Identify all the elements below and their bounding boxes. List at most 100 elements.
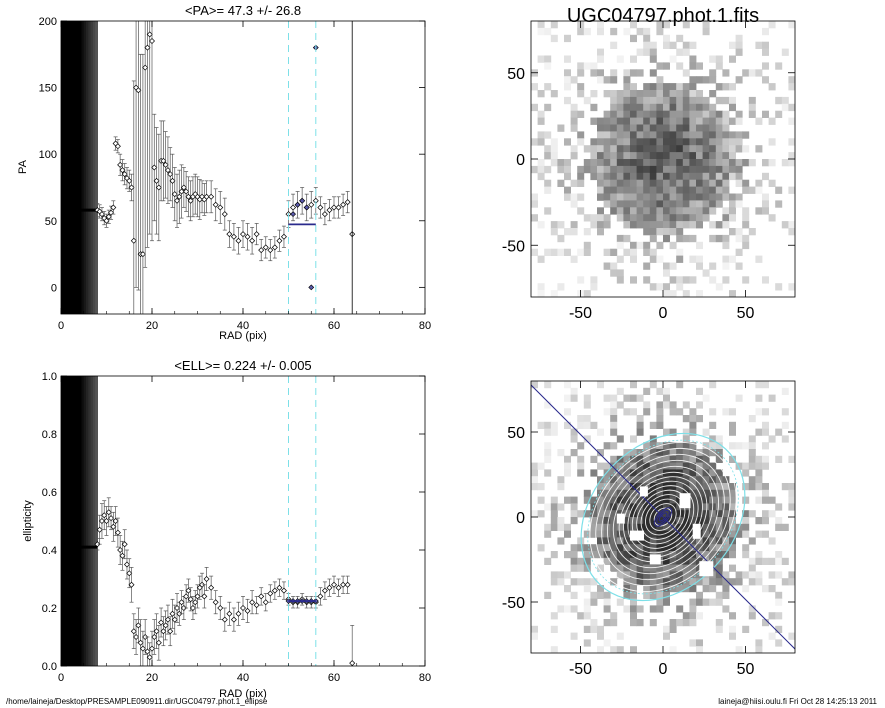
image-pixel <box>722 234 730 243</box>
image-pixel <box>656 83 664 91</box>
pa-data-point <box>271 244 278 251</box>
image-pixel <box>709 179 717 187</box>
image-pixel <box>597 76 604 84</box>
image-pixel <box>643 476 651 484</box>
image-pixel <box>597 489 604 497</box>
image-pixel <box>656 415 664 423</box>
image-pixel <box>669 41 677 49</box>
image-pixel <box>715 510 723 518</box>
image-pixel <box>768 159 776 167</box>
ell-data-point <box>280 587 287 594</box>
image-pixel <box>676 103 684 112</box>
pa-core-band <box>83 21 87 314</box>
image-pixel <box>676 255 684 263</box>
image-pixel <box>682 442 690 450</box>
image-pixel <box>537 90 545 98</box>
image-pixel <box>669 262 677 270</box>
image-pixel <box>656 214 664 222</box>
image-pixel <box>557 124 565 132</box>
image-pixel <box>689 428 697 436</box>
image-pixel <box>597 381 604 389</box>
image-pixel <box>616 401 624 409</box>
image-pixel <box>702 152 710 160</box>
image-pixel <box>722 489 730 497</box>
image-pixel <box>630 117 637 125</box>
image-pixel <box>682 523 690 531</box>
ell-data-point <box>98 518 105 524</box>
ell-data-point <box>244 607 251 614</box>
image-pixel <box>623 145 631 153</box>
image-pixel <box>590 172 598 181</box>
image-pixel <box>590 103 598 112</box>
image-pixel <box>603 551 611 559</box>
image-pixel <box>564 186 571 194</box>
image-pixel <box>663 632 670 640</box>
image-pixel <box>715 131 723 139</box>
image-pixel <box>656 585 664 593</box>
pa-data-point <box>203 193 210 200</box>
image-pixel <box>590 421 598 429</box>
image-pixel <box>762 462 769 470</box>
image-pixel <box>762 455 769 463</box>
image-pixel <box>623 27 631 36</box>
image-pixel <box>696 165 703 174</box>
image-pixel <box>715 234 723 243</box>
image-pixel <box>762 442 769 450</box>
image-pixel <box>788 159 795 167</box>
image-pixel <box>775 503 783 511</box>
image-pixel <box>755 428 763 436</box>
pa-data-point <box>174 197 181 204</box>
image-pixel <box>663 186 670 194</box>
image-pixel <box>610 69 618 77</box>
image-pixel <box>636 48 644 56</box>
image-pixel <box>669 214 677 222</box>
img1-ytick-label: -50 <box>502 238 525 255</box>
image-pixel <box>583 228 591 236</box>
image-pixel <box>702 27 710 36</box>
image-pixel <box>590 544 598 552</box>
image-pixel <box>630 21 637 29</box>
image-pixel <box>623 530 631 538</box>
image-pixel <box>531 200 538 208</box>
image-pixel <box>696 179 703 187</box>
image-pixel <box>735 131 743 139</box>
image-pixel <box>583 62 591 70</box>
image-pixel <box>709 124 717 132</box>
image-pixel <box>676 83 684 91</box>
image-pixel <box>630 186 637 194</box>
ell-data-point <box>153 628 160 635</box>
image-pixel <box>696 449 703 457</box>
image-pixel <box>643 138 651 146</box>
image-pixel <box>570 394 578 402</box>
image-pixel <box>590 619 598 627</box>
image-pixel <box>590 145 598 153</box>
image-pixel <box>689 578 697 586</box>
image-pixel <box>669 179 677 187</box>
image-pixel <box>676 619 684 627</box>
image-pixel <box>550 578 558 586</box>
image-pixel <box>656 564 664 572</box>
image-pixel <box>696 152 703 160</box>
image-pixel <box>682 96 690 105</box>
isophote-ellipse <box>645 498 681 536</box>
image-pixel <box>775 455 783 463</box>
image-pixel <box>729 455 736 463</box>
image-pixel <box>722 172 730 181</box>
image-pixel <box>610 145 618 153</box>
ell-data-point <box>142 634 149 640</box>
image-pixel <box>564 55 571 63</box>
image-pixel <box>715 469 723 477</box>
image-pixel <box>623 221 631 229</box>
image-pixel <box>610 503 618 511</box>
image-pixel <box>564 523 571 531</box>
image-pixel <box>682 234 690 243</box>
image-pixel <box>649 159 657 167</box>
image-pixel <box>656 401 664 409</box>
image-pixel <box>544 186 552 194</box>
image-pixel <box>762 517 769 525</box>
image-pixel <box>630 179 637 187</box>
ell-data-point <box>164 616 171 623</box>
image-pixel <box>729 255 736 263</box>
image-pixel <box>590 214 598 222</box>
